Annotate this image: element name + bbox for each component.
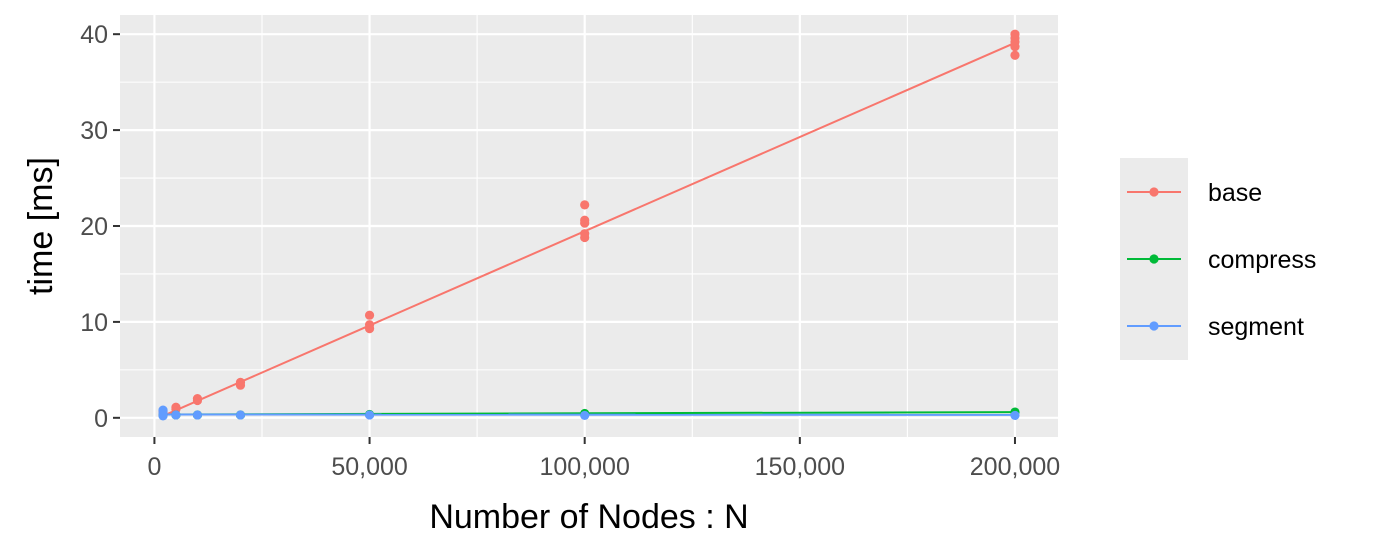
axes: 0 50,000 100,000 150,000 200,000 0 10 20 30 40 <box>80 21 1060 481</box>
base-point <box>580 229 590 239</box>
base-point <box>171 402 181 412</box>
segment-point <box>1010 410 1020 421</box>
segment-point <box>235 410 246 420</box>
base-point <box>235 377 246 387</box>
y-tick-label: 40 <box>80 21 108 49</box>
legend-label-base: base <box>1208 179 1262 207</box>
x-tick-label: 0 <box>147 453 161 481</box>
base-point <box>364 310 375 320</box>
y-axis-title: time [ms] <box>22 157 60 295</box>
segment-point <box>192 410 203 420</box>
segment-point <box>158 405 168 415</box>
x-axis-title: Number of Nodes : N <box>429 498 748 536</box>
series-layer <box>158 29 1020 421</box>
segment-point <box>364 410 375 420</box>
base-point <box>580 215 590 225</box>
legend-label-segment: segment <box>1208 313 1304 341</box>
x-tick-label: 150,000 <box>755 453 845 481</box>
x-tick-label: 50,000 <box>331 453 407 481</box>
y-tick-label: 30 <box>80 117 108 145</box>
legend-label-compress: compress <box>1208 246 1316 274</box>
legend-key-point-compress <box>1149 254 1159 264</box>
base-point <box>364 320 375 330</box>
x-tick-label: 100,000 <box>540 453 630 481</box>
x-tick-label: 200,000 <box>970 453 1060 481</box>
y-tick-label: 20 <box>80 213 108 241</box>
base-point <box>580 200 590 210</box>
y-tick-label: 10 <box>80 309 108 337</box>
legend-key-point-base <box>1149 187 1159 197</box>
legend-key-point-segment <box>1149 321 1159 331</box>
base-line <box>162 41 1016 417</box>
base-point <box>192 394 203 404</box>
y-tick-label: 0 <box>94 405 108 433</box>
segment-point <box>580 410 590 421</box>
legend: base compress segment <box>1120 158 1316 360</box>
base-point <box>1010 50 1020 60</box>
base-point <box>1010 29 1020 39</box>
segment-point <box>171 410 181 420</box>
